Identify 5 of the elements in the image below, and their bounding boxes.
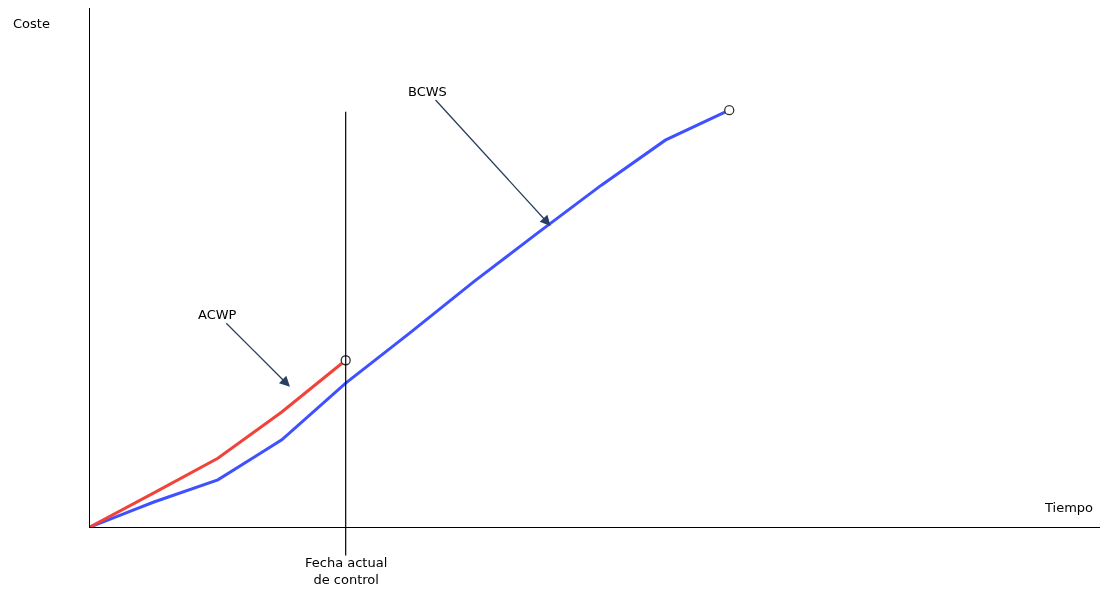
text: Tiempo bbox=[1044, 500, 1094, 515]
text: BCWS bbox=[408, 84, 447, 99]
text: Fecha actual de control bbox=[305, 555, 388, 587]
text: Coste bbox=[13, 16, 50, 31]
annotation: ACWP bbox=[198, 307, 237, 322]
